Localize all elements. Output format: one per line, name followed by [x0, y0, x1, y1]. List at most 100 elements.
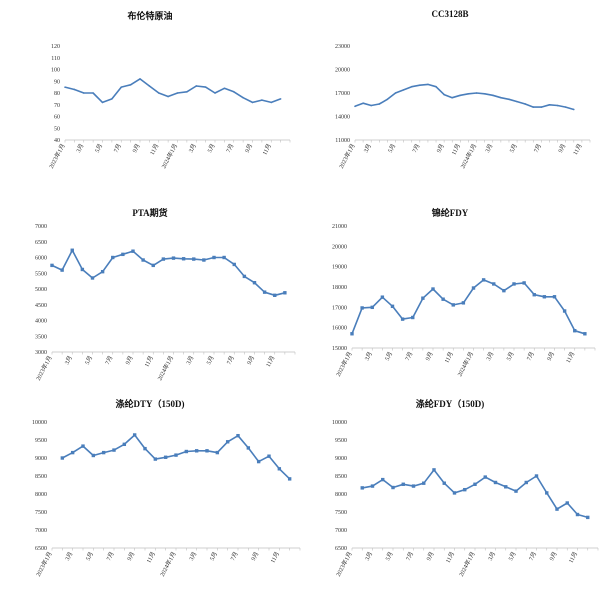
data-point — [381, 477, 385, 482]
y-tick-label: 21000 — [332, 224, 347, 230]
y-tick-label: 5500 — [35, 271, 47, 277]
data-point — [452, 491, 457, 495]
data-point — [176, 92, 179, 94]
data-point — [111, 255, 115, 260]
y-tick-label: 7000 — [35, 528, 47, 534]
x-tick-label: 2023年1月 — [47, 142, 67, 170]
data-point — [222, 255, 226, 260]
y-tick-label: 60 — [54, 115, 60, 121]
data-point — [186, 91, 188, 93]
x-tick-label: 5月 — [205, 355, 215, 366]
data-point — [122, 442, 127, 447]
data-point — [91, 453, 96, 458]
data-point — [410, 85, 413, 88]
data-point — [451, 96, 454, 99]
series-line — [362, 469, 589, 519]
data-point — [70, 248, 74, 252]
y-tick-label: 6500 — [35, 546, 47, 552]
data-point — [545, 491, 549, 495]
y-tick-label: 40 — [54, 138, 60, 144]
x-tick-label: 5月 — [384, 351, 394, 362]
data-point — [532, 293, 536, 297]
chart-svg-polyester-dty: 6500 7000 7500 8000 8500 9000 9500 10000 2023年1月… — [32, 420, 301, 578]
x-tick-label: 5月 — [94, 143, 104, 154]
data-point — [242, 274, 247, 279]
data-point — [481, 278, 486, 282]
x-tick-label: 3月 — [64, 355, 74, 366]
data-point — [131, 249, 135, 253]
chart-svg-polyester-fdy: 6500 7000 7500 8000 8500 9000 9500 10000 2023年1月… — [332, 420, 599, 578]
y-tick-label: 19000 — [332, 265, 347, 271]
data-point — [181, 257, 186, 261]
x-tick-label: 11月 — [149, 143, 161, 157]
data-point — [386, 98, 389, 101]
data-point — [362, 102, 364, 104]
data-point — [151, 263, 155, 268]
x-tick-label: 5月 — [384, 551, 394, 562]
y-tick-label: 8500 — [35, 474, 47, 480]
chart-panel-cc3128b: CC3128B 11000 14000 17000 20000 23000 2023年1月… — [300, 0, 600, 190]
x-tick-label: 9月 — [557, 143, 567, 154]
x-tick-label: 2023年1月 — [334, 550, 354, 578]
x-tick-label: 9月 — [246, 355, 256, 366]
y-tick-label: 18000 — [332, 285, 347, 291]
y-tick-label: 3500 — [35, 334, 47, 340]
data-point — [100, 269, 105, 274]
data-point — [121, 252, 125, 257]
y-tick-label: 7000 — [335, 528, 347, 534]
data-point — [143, 446, 147, 451]
y-tick-label: 23000 — [335, 44, 350, 50]
y-tick-label: 7500 — [35, 510, 47, 516]
data-point — [242, 96, 244, 99]
chart-panel-brent: 布伦特原油 40 50 60 70 80 90 100 110 120 2023年1月 3月 5月 7月… — [0, 0, 300, 190]
y-tick-label: 4000 — [35, 319, 47, 325]
data-point — [73, 88, 76, 91]
data-point — [204, 86, 207, 88]
series-line — [351, 279, 586, 335]
x-tick-label: 9月 — [425, 551, 435, 562]
data-point — [277, 467, 282, 471]
x-tick-label: 2023年1月 — [34, 550, 54, 578]
data-point — [354, 105, 356, 108]
x-tick-label: 7月 — [229, 551, 239, 562]
data-point — [370, 104, 373, 107]
x-tick-label: 11月 — [443, 351, 455, 365]
y-tick-label: 17000 — [335, 91, 350, 97]
data-point — [552, 295, 557, 299]
x-tick-label: 5月 — [84, 355, 94, 366]
data-point — [575, 512, 580, 517]
x-tick-label: 3月 — [64, 551, 74, 562]
data-point — [262, 290, 267, 294]
data-point — [516, 100, 518, 103]
chart-panel-nylon-fdy: 锦纶FDY 15000 16000 17000 18000 19000 20000 2100… — [300, 198, 600, 393]
x-tick-label: 5月 — [85, 551, 95, 562]
chart-title-brent: 布伦特原油 — [127, 11, 173, 21]
chart-panel-pta: PTA期货 3000 3500 4000 4500 5000 5500 6000 6500 70… — [0, 198, 300, 393]
data-point — [555, 507, 559, 511]
data-point — [101, 101, 104, 104]
data-point — [148, 85, 151, 87]
data-point — [565, 501, 569, 505]
y-tick-label: 16000 — [332, 326, 347, 332]
data-point — [50, 263, 54, 268]
data-point — [82, 92, 85, 94]
data-point — [419, 84, 421, 86]
x-tick-label: 3月 — [188, 551, 198, 562]
data-point — [493, 480, 498, 485]
x-tick-label: 9月 — [424, 351, 434, 362]
data-point — [261, 99, 263, 101]
data-point — [421, 296, 425, 300]
data-point — [279, 98, 282, 100]
x-tick-label: 9月 — [244, 143, 254, 154]
y-tick-label: 20000 — [332, 244, 347, 250]
x-tick-label: 9月 — [435, 143, 445, 154]
data-point — [139, 78, 141, 80]
x-tick-label: 11月 — [568, 551, 580, 565]
series-line — [61, 434, 291, 480]
x-tick-label: 2023年1月 — [34, 354, 54, 382]
x-tick-label: 2023年1月 — [334, 350, 354, 378]
x-tick-label: 7月 — [404, 351, 414, 362]
data-point — [411, 315, 415, 320]
x-tick-label: 7月 — [405, 551, 415, 562]
